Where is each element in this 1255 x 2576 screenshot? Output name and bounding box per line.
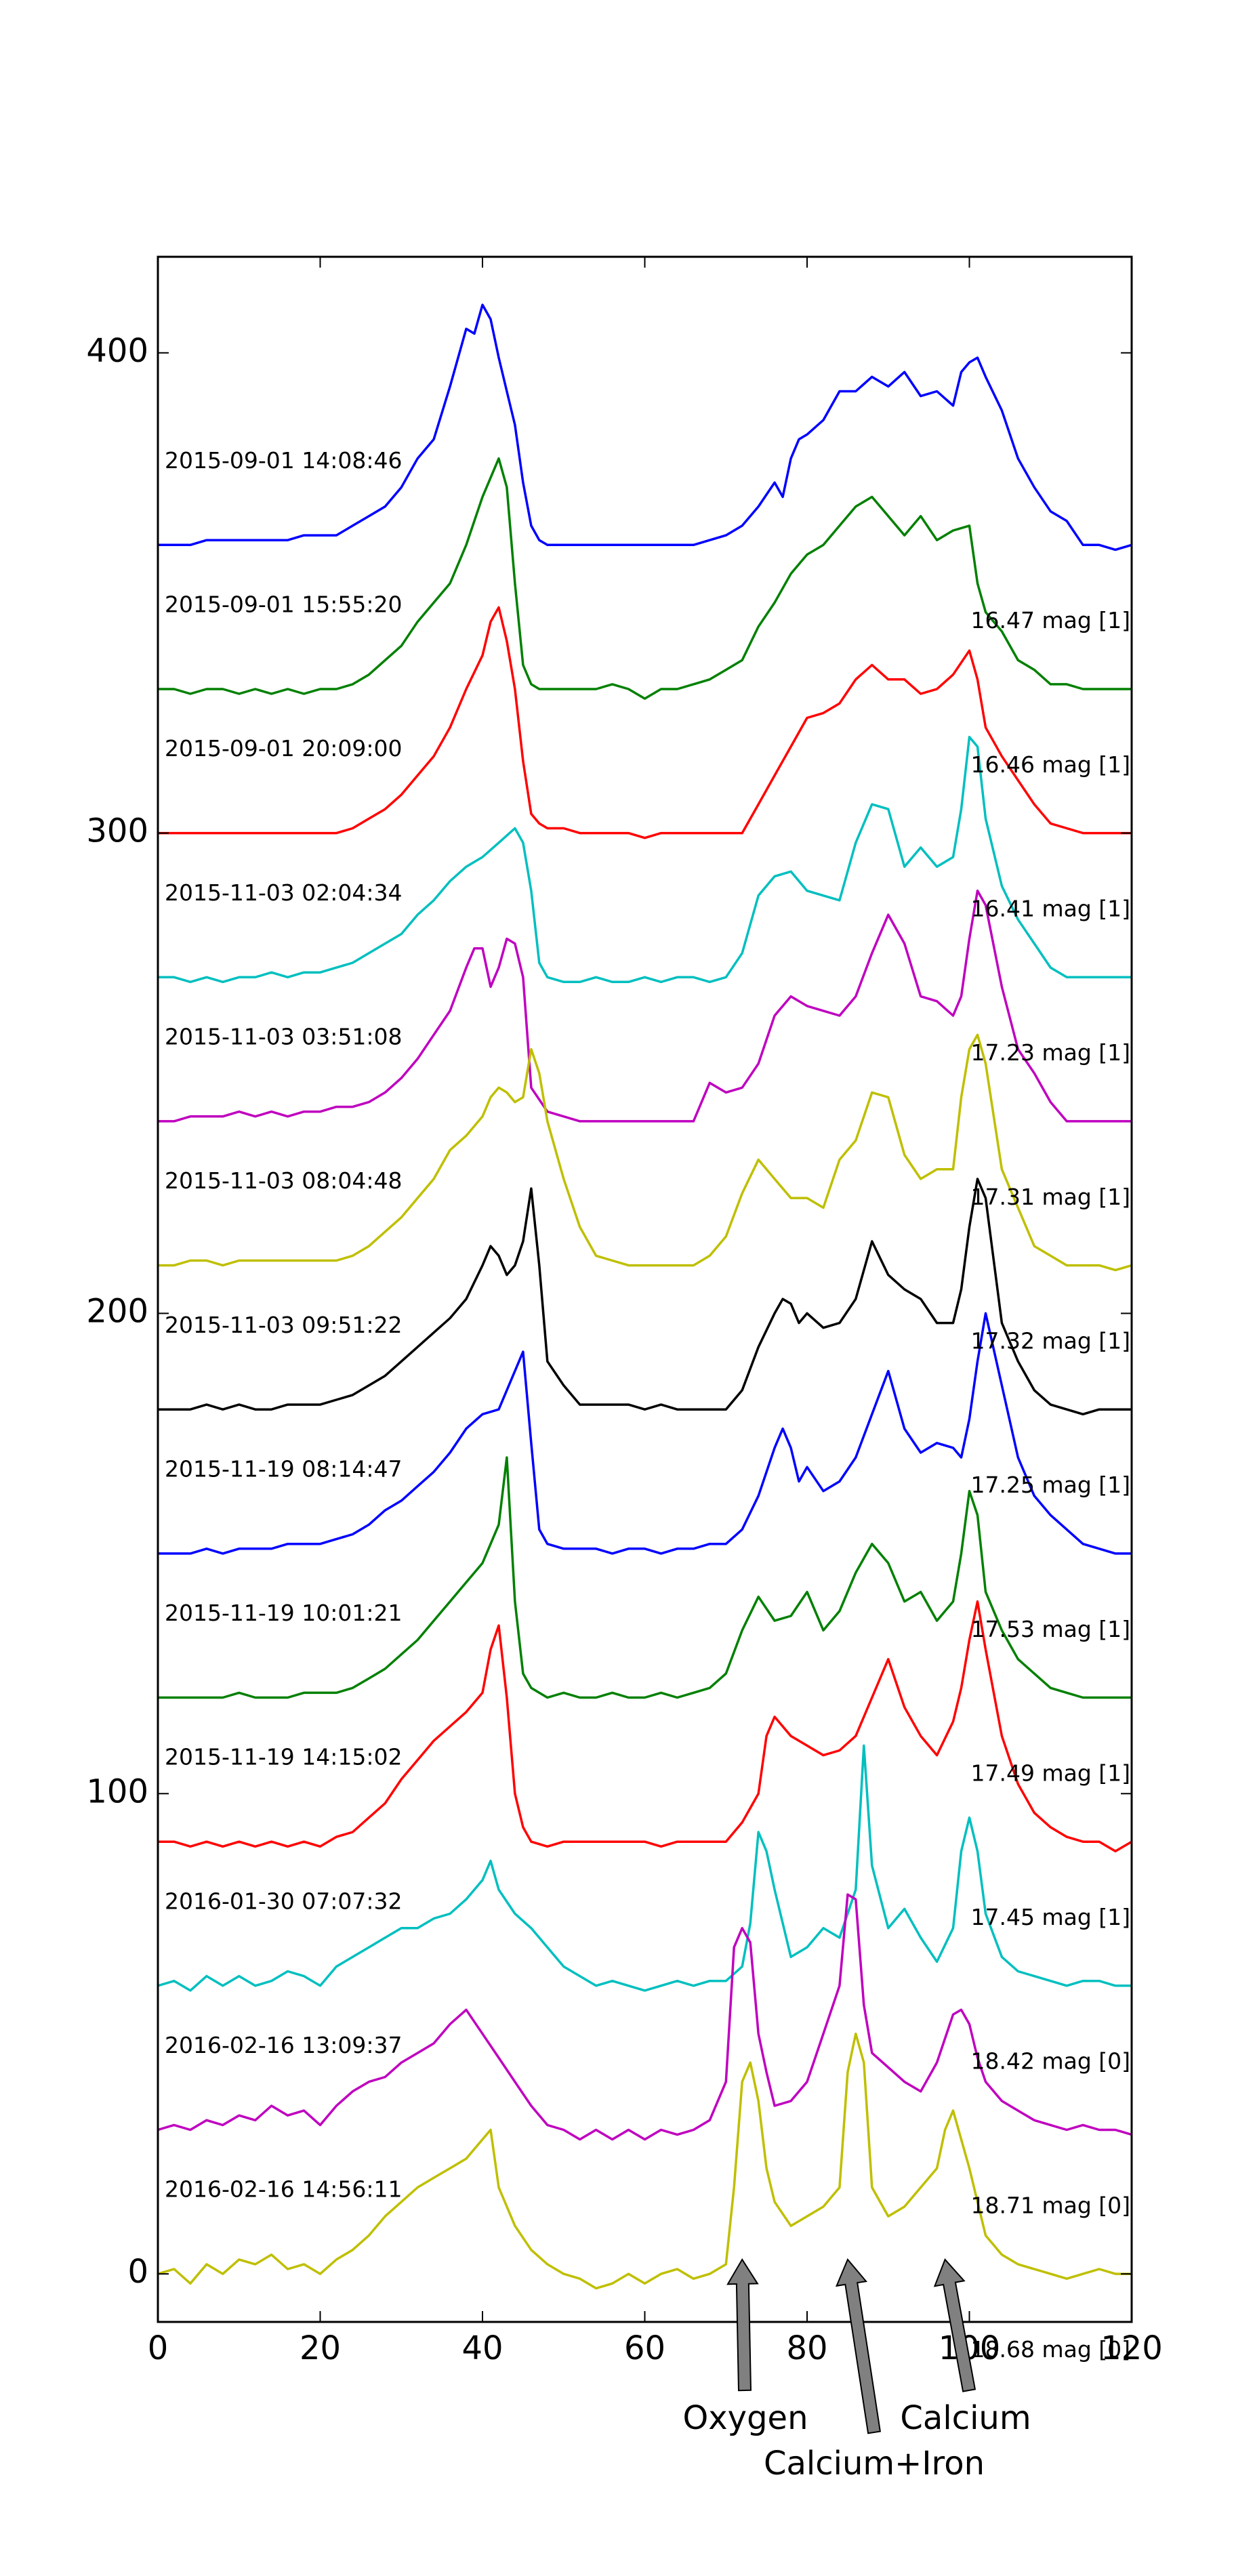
series-line-12: [157, 1893, 1132, 2141]
annotation-layer: Oxygen Calcium+Iron Calcium: [682, 2258, 1031, 2482]
series-mag-label: 16.47 mag [1]: [970, 607, 1130, 633]
x-tick-label: 60: [624, 2329, 665, 2367]
x-tick-label: 0: [148, 2329, 169, 2367]
series-mag-label: 17.25 mag [1]: [970, 1472, 1130, 1498]
series-line-6: [158, 1033, 1132, 1272]
x-tick-label: 80: [786, 2329, 827, 2367]
y-tick-label: 400: [86, 332, 148, 370]
series-date-label: 2015-09-01 15:55:20: [165, 591, 402, 618]
series-date-label: 2016-02-16 13:09:37: [165, 2032, 402, 2058]
series-date-label: 2015-11-03 03:51:08: [165, 1023, 402, 1050]
y-tick-label: 100: [86, 1772, 148, 1810]
label-layer: 2015-09-01 14:08:46 16.47 mag [1] 2015-09-…: [165, 447, 1130, 2363]
annotation-arrow: [933, 2258, 976, 2392]
series-date-label: 2015-11-19 10:01:21: [165, 1600, 402, 1626]
series-mag-label: 17.31 mag [1]: [970, 1184, 1130, 1210]
series-line-13: [157, 2032, 1132, 2290]
series-line-1: [158, 304, 1132, 552]
series-date-label: 2016-01-30 07:07:32: [165, 1888, 402, 1914]
series-mag-label: 18.71 mag [0]: [970, 2192, 1130, 2218]
series-date-label: 2015-11-03 02:04:34: [165, 879, 402, 906]
series-mag-label: 17.49 mag [1]: [970, 1760, 1130, 1786]
series-line-5: [158, 889, 1132, 1123]
y-tick-label: 300: [86, 812, 148, 850]
series-mag-label: 16.41 mag [1]: [970, 896, 1130, 922]
annotation-label: Calcium: [900, 2399, 1031, 2437]
annotation-arrow: [835, 2258, 882, 2434]
series-mag-label: 17.23 mag [1]: [970, 1039, 1130, 1066]
series-mag-label: 17.32 mag [1]: [970, 1327, 1130, 1354]
series-line-8: [158, 1312, 1132, 1555]
series-line-11: [157, 1744, 1132, 1992]
series-line-9: [158, 1456, 1132, 1699]
x-tick-label: 40: [461, 2329, 503, 2367]
series-date-label: 2016-02-16 14:56:11: [165, 2176, 402, 2203]
series-date-label: 2015-11-03 09:51:22: [165, 1312, 402, 1338]
x-tick-label: 20: [300, 2329, 341, 2367]
series-date-label: 2015-09-01 20:09:00: [165, 735, 402, 762]
series-layer: [157, 304, 1132, 2290]
series-line-2: [158, 457, 1132, 700]
series-mag-label: 18.68 mag [0]: [970, 2336, 1130, 2363]
series-mag-label: 16.46 mag [1]: [970, 751, 1130, 778]
series-mag-label: 17.53 mag [1]: [970, 1616, 1130, 1642]
series-line-10: [158, 1600, 1132, 1853]
series-date-label: 2015-09-01 14:08:46: [165, 447, 402, 474]
y-tick-label: 0: [127, 2253, 148, 2291]
series-date-label: 2015-11-19 14:15:02: [165, 1744, 402, 1770]
series-date-label: 2015-11-03 08:04:48: [165, 1167, 402, 1194]
annotation-arrow: [726, 2258, 759, 2392]
series-line-4: [158, 736, 1132, 984]
x-tick-label: 120: [1100, 2329, 1163, 2367]
series-mag-label: 18.42 mag [0]: [970, 2048, 1130, 2075]
annotation-label: Calcium+Iron: [764, 2445, 985, 2482]
series-date-label: 2015-11-19 08:14:47: [165, 1455, 402, 1482]
series-mag-label: 17.45 mag [1]: [970, 1904, 1130, 1930]
annotation-label: Oxygen: [682, 2399, 808, 2437]
y-tick-label: 200: [86, 1292, 148, 1330]
series-line-7: [158, 1178, 1132, 1416]
series-line-3: [158, 606, 1132, 839]
